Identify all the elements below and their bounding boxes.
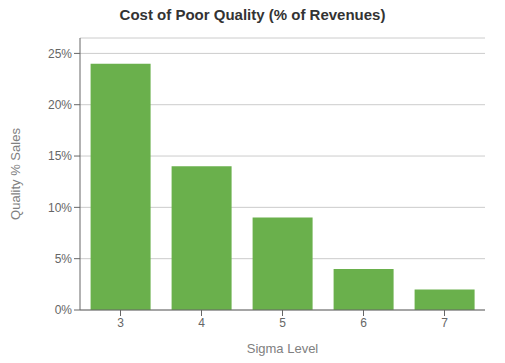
svg-text:20%: 20%	[48, 98, 72, 112]
svg-text:6: 6	[360, 316, 367, 330]
svg-text:3: 3	[117, 316, 124, 330]
svg-text:Sigma Level: Sigma Level	[247, 341, 319, 356]
svg-text:0%: 0%	[55, 303, 73, 317]
svg-text:5: 5	[279, 316, 286, 330]
svg-text:25%: 25%	[48, 47, 72, 61]
svg-text:Quality % Sales: Quality % Sales	[8, 128, 23, 220]
svg-text:10%: 10%	[48, 201, 72, 215]
svg-text:7: 7	[441, 316, 448, 330]
svg-text:15%: 15%	[48, 149, 72, 163]
svg-text:5%: 5%	[55, 252, 73, 266]
svg-text:4: 4	[198, 316, 205, 330]
html-text:Cost of Poor Quality (% of Rev: Cost of Poor Quality (% of Revenues)	[119, 6, 386, 23]
